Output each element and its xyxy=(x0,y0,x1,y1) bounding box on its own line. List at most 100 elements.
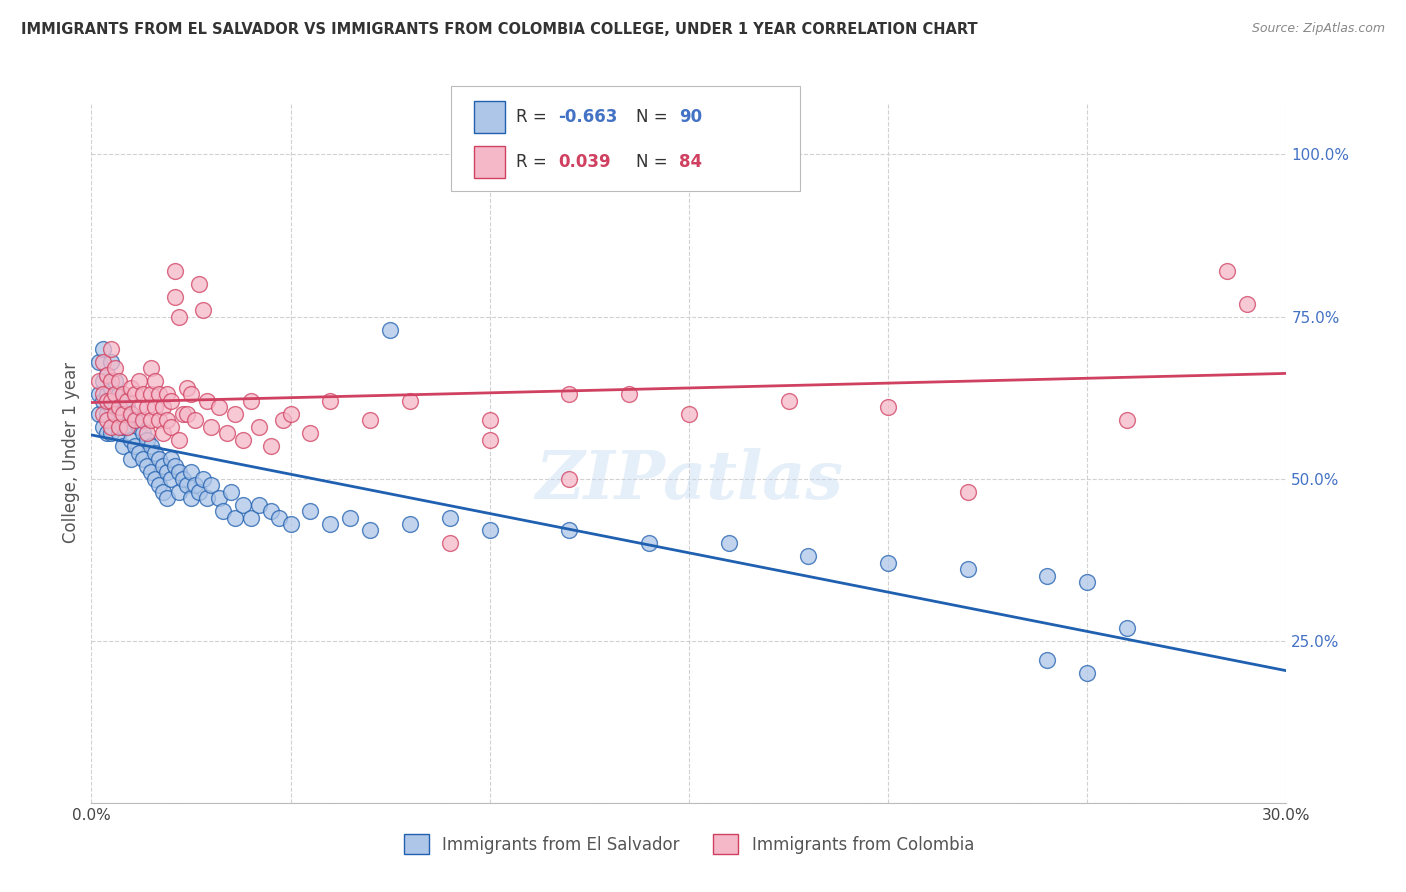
Point xyxy=(1036,653,1059,667)
Point xyxy=(93,342,115,356)
Point xyxy=(188,484,211,499)
Point xyxy=(128,401,150,415)
Point xyxy=(141,387,162,401)
Point xyxy=(136,426,159,441)
Point xyxy=(1116,621,1139,635)
Point xyxy=(267,510,290,524)
Point xyxy=(156,413,179,427)
Point xyxy=(152,458,174,473)
Point xyxy=(136,458,159,473)
Point xyxy=(1116,413,1139,427)
Point xyxy=(141,439,162,453)
Point xyxy=(956,484,979,499)
Text: 84: 84 xyxy=(679,153,702,170)
Point xyxy=(104,387,127,401)
Point xyxy=(439,536,461,550)
Y-axis label: College, Under 1 year: College, Under 1 year xyxy=(62,362,80,543)
Text: IMMIGRANTS FROM EL SALVADOR VS IMMIGRANTS FROM COLOMBIA COLLEGE, UNDER 1 YEAR CO: IMMIGRANTS FROM EL SALVADOR VS IMMIGRANT… xyxy=(21,22,977,37)
Point xyxy=(108,387,131,401)
Point xyxy=(191,303,214,318)
Point xyxy=(100,342,122,356)
Text: N =: N = xyxy=(636,153,672,170)
Point xyxy=(152,401,174,415)
Point xyxy=(160,393,183,408)
Point xyxy=(558,387,581,401)
Text: ZIPatlas: ZIPatlas xyxy=(536,448,842,513)
Point xyxy=(100,426,122,441)
Point xyxy=(280,516,302,531)
Point xyxy=(280,407,302,421)
Point xyxy=(156,387,179,401)
Point xyxy=(89,375,111,389)
Point xyxy=(558,524,581,538)
Point xyxy=(112,439,135,453)
Point xyxy=(1215,264,1237,278)
Point xyxy=(176,478,198,492)
Point xyxy=(558,472,581,486)
Point xyxy=(359,413,381,427)
Point xyxy=(115,419,138,434)
Point xyxy=(478,433,501,447)
Point xyxy=(697,161,720,175)
Point xyxy=(163,290,186,304)
Point xyxy=(619,387,641,401)
Point xyxy=(877,556,900,570)
Point xyxy=(271,413,294,427)
Point xyxy=(160,419,183,434)
Point xyxy=(152,426,174,441)
Point xyxy=(232,498,254,512)
Point xyxy=(104,393,127,408)
Point xyxy=(143,446,166,460)
Point xyxy=(96,426,118,441)
Point xyxy=(247,419,270,434)
Point xyxy=(1076,666,1098,681)
Point xyxy=(239,510,262,524)
Text: R =: R = xyxy=(516,108,553,126)
Point xyxy=(224,407,246,421)
Point xyxy=(208,491,231,505)
Point xyxy=(176,407,198,421)
Point xyxy=(167,465,190,479)
Point xyxy=(128,419,150,434)
Point xyxy=(132,452,155,467)
Point xyxy=(141,465,162,479)
Point xyxy=(104,361,127,376)
Point xyxy=(180,387,202,401)
Point xyxy=(124,387,146,401)
Point xyxy=(156,491,179,505)
Point xyxy=(120,381,142,395)
Point xyxy=(108,426,131,441)
Point xyxy=(299,426,322,441)
Point xyxy=(104,407,127,421)
Point xyxy=(89,355,111,369)
Point xyxy=(132,387,155,401)
Point xyxy=(108,419,131,434)
Point xyxy=(319,393,342,408)
Point xyxy=(211,504,233,518)
Point xyxy=(259,439,281,453)
Point xyxy=(141,361,162,376)
Point xyxy=(180,465,202,479)
Point xyxy=(359,524,381,538)
Point xyxy=(156,465,179,479)
Point xyxy=(797,549,820,564)
Point xyxy=(478,524,501,538)
Point xyxy=(89,387,111,401)
Point xyxy=(93,393,115,408)
Point xyxy=(299,504,322,518)
Point xyxy=(378,322,402,336)
Point xyxy=(136,401,159,415)
Point xyxy=(1236,296,1258,310)
Point xyxy=(478,413,501,427)
Point xyxy=(115,401,138,415)
Point xyxy=(717,536,740,550)
Point xyxy=(128,446,150,460)
Point xyxy=(104,375,127,389)
Point xyxy=(120,407,142,421)
Point xyxy=(136,433,159,447)
Point xyxy=(339,510,361,524)
Point xyxy=(143,375,166,389)
Point xyxy=(93,387,115,401)
Point xyxy=(247,498,270,512)
Point xyxy=(89,407,111,421)
